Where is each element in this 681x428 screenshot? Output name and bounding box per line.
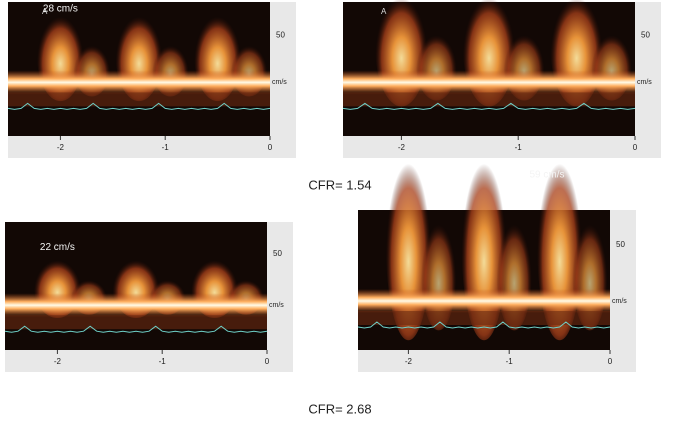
time-tick-label: 0 — [633, 143, 638, 152]
baseline-band — [343, 70, 635, 95]
lower-signal — [343, 92, 635, 107]
scale-label: 50 — [273, 249, 282, 258]
ecg-trace — [4, 325, 268, 333]
scale-label: 50 — [276, 31, 285, 40]
time-tick-label: -1 — [515, 143, 523, 152]
time-tick-label: -1 — [162, 143, 170, 152]
time-tick-label: -1 — [506, 357, 514, 366]
lower-signal — [358, 311, 610, 325]
time-tick-label: 0 — [608, 357, 613, 366]
scale-label: 50 — [641, 31, 650, 40]
baseline-band — [358, 289, 610, 313]
baseline-band — [5, 293, 267, 318]
lower-signal — [8, 92, 270, 107]
doppler-panel: 50 cm/s -2 -1 0 A 43 cm/s — [342, 0, 661, 158]
time-tick-label: -2 — [398, 143, 406, 152]
time-tick-label: -2 — [54, 357, 62, 366]
ecg-trace — [357, 321, 611, 329]
unit-label: cm/s — [269, 302, 284, 309]
doppler-panel: 50 cm/s -2 -1 0 22 cm/s — [4, 222, 293, 372]
baseline-band — [8, 70, 270, 95]
time-tick-label: 0 — [265, 357, 270, 366]
time-tick-label: -2 — [405, 357, 413, 366]
ecg-trace — [7, 102, 271, 110]
scale-label: 50 — [616, 240, 625, 249]
velocity-label: 22 cm/s — [40, 242, 75, 253]
ecg-trace — [342, 102, 636, 110]
velocity-label: 43 cm/s — [384, 0, 419, 1]
time-tick-label: 0 — [268, 143, 273, 152]
time-tick-label: -1 — [159, 357, 167, 366]
unit-label: cm/s — [612, 298, 627, 305]
velocity-label: 59 cm/s — [529, 170, 564, 181]
lower-signal — [5, 315, 267, 330]
doppler-panel: 50 cm/s -2 -1 0 59 cm/s — [357, 144, 636, 372]
marker-label: A — [42, 7, 48, 16]
velocity-label: 28 cm/s — [43, 3, 78, 14]
marker-label: A — [381, 7, 387, 16]
caption: CFR= 1.54 — [308, 177, 371, 192]
time-tick-label: -2 — [57, 143, 65, 152]
caption: CFR= 2.68 — [308, 401, 371, 416]
unit-label: cm/s — [272, 79, 287, 86]
doppler-panel: 50 cm/s -2 -1 0 A28 cm/s — [7, 2, 296, 158]
unit-label: cm/s — [637, 79, 652, 86]
